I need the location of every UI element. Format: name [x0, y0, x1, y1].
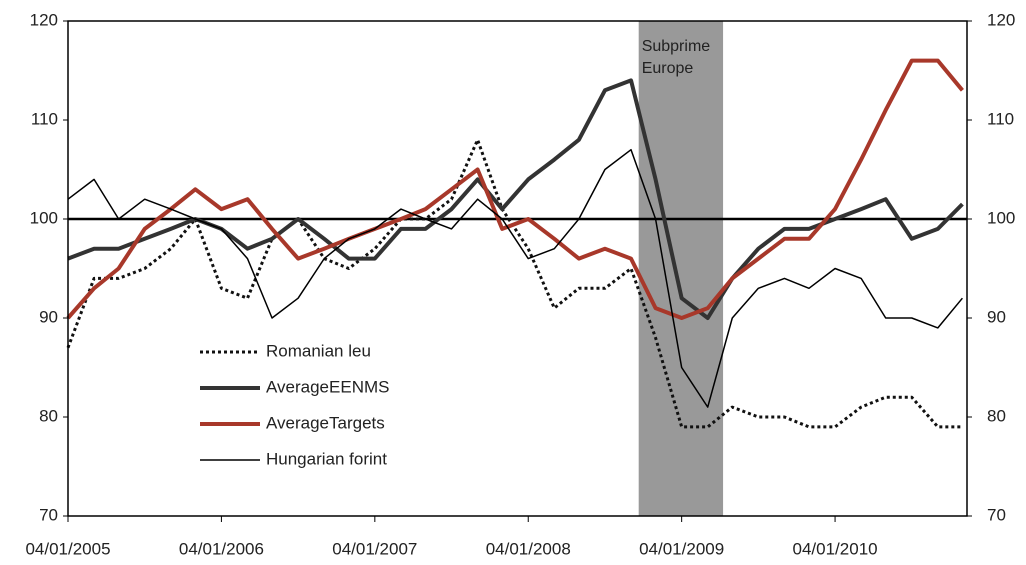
y-tick-label: 120: [30, 10, 58, 29]
y-tick-label: 70: [39, 505, 58, 524]
x-tick-label: 04/01/2005: [25, 539, 110, 558]
x-tick-label: 04/01/2006: [179, 539, 264, 558]
y2-tick-label: 80: [987, 406, 1006, 425]
x-tick-label: 04/01/2010: [793, 539, 878, 558]
x-tick-label: 04/01/2009: [639, 539, 724, 558]
series-line: [67, 148, 963, 408]
x-tick-label: 04/01/2008: [486, 539, 571, 558]
y2-tick-label: 110: [987, 109, 1014, 128]
region-label: Subprime: [642, 38, 711, 55]
series-line: [66, 58, 964, 320]
y2-tick-label: 120: [987, 10, 1015, 29]
region-label: Europe: [642, 60, 694, 77]
legend-label: AverageTargets: [266, 413, 385, 432]
series-line: [66, 138, 963, 429]
x-tick-label: 04/01/2007: [332, 539, 417, 558]
series-line: [67, 78, 964, 320]
y2-tick-label: 100: [987, 208, 1015, 227]
legend-label: AverageEENMS: [266, 377, 389, 396]
shaded-region: [638, 21, 724, 516]
y-tick-label: 100: [30, 208, 58, 227]
y-tick-label: 110: [31, 109, 58, 128]
y-tick-label: 90: [39, 307, 58, 326]
plot-frame: [67, 20, 968, 517]
y2-tick-label: 70: [987, 505, 1006, 524]
y-tick-label: 80: [39, 406, 58, 425]
y2-tick-label: 90: [987, 307, 1006, 326]
legend-label: Hungarian forint: [266, 449, 387, 468]
legend-label: Romanian leu: [266, 341, 371, 360]
